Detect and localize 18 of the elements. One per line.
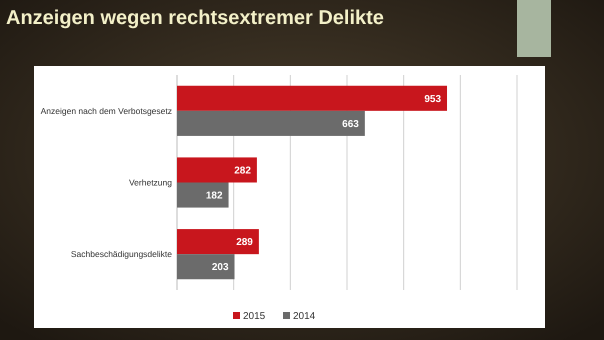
y-tick-label: Verhetzung <box>128 177 172 188</box>
bar <box>177 110 365 136</box>
data-label: 203 <box>212 262 229 274</box>
data-label: 282 <box>234 165 252 176</box>
bar <box>177 157 257 182</box>
legend-label: 2015 <box>243 311 266 322</box>
bar <box>177 254 235 280</box>
data-label: 953 <box>424 94 442 105</box>
legend-label: 2014 <box>293 311 316 322</box>
bar <box>177 229 259 254</box>
y-tick-label: Sachbeschädigungsdelikte <box>70 249 172 260</box>
data-label: 289 <box>236 237 254 248</box>
bar <box>177 86 448 111</box>
chart-title: Anzeigen wegen rechtsextremer Delikte <box>6 7 384 29</box>
bar <box>177 182 229 208</box>
data-label: 663 <box>342 118 360 130</box>
y-tick-label: Anzeigen nach dem Verbotsgesetz <box>40 106 172 116</box>
data-label: 182 <box>206 190 223 202</box>
